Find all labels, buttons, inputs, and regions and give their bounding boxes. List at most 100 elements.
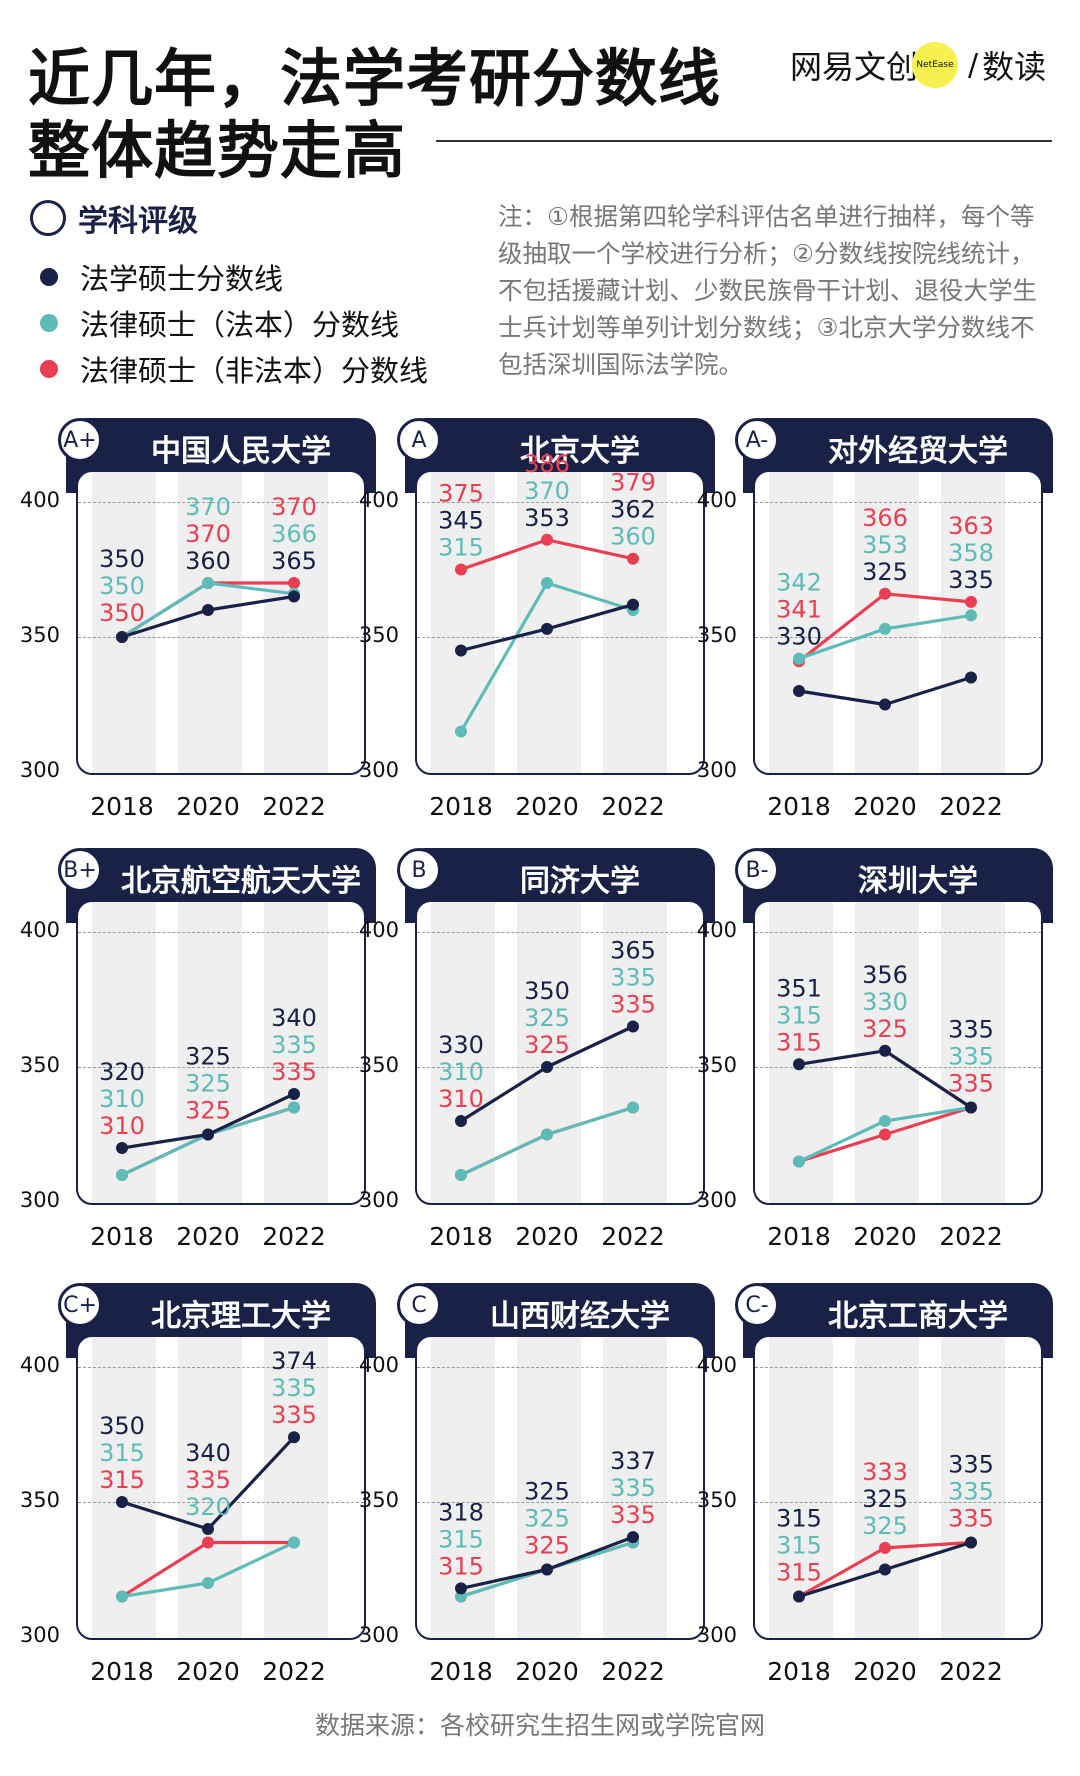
data-source: 数据来源：各校研究生招生网或学院官网 [314, 1711, 765, 1740]
grade-badge: C- [735, 1283, 779, 1327]
data-label: 325 [862, 1015, 908, 1043]
x-tick-label: 2018 [90, 1222, 154, 1251]
x-tick-label: 2022 [939, 792, 1003, 821]
y-tick-label: 400 [19, 1353, 60, 1377]
data-label: 315 [776, 1559, 822, 1587]
data-label: 379 [610, 469, 656, 497]
data-point [627, 552, 639, 565]
data-point [879, 1563, 891, 1576]
panel-title: 山西财经大学 [490, 1299, 670, 1334]
x-tick-label: 2022 [262, 792, 326, 821]
x-tick-label: 2022 [262, 1222, 326, 1251]
gridline [78, 1502, 364, 1503]
panel-title: 同济大学 [520, 864, 640, 899]
data-label: 330 [438, 1031, 484, 1059]
data-label: 325 [862, 1485, 908, 1513]
series-line [459, 581, 634, 733]
chart-panel: C+ 北京理工大学 350 315 315 340 335 320 374 335 335 [58, 1283, 376, 1643]
data-point [455, 725, 467, 738]
y-tick-label: 350 [696, 623, 737, 647]
data-label: 351 [776, 974, 822, 1002]
data-point [541, 622, 553, 635]
year-band [941, 1337, 1005, 1638]
plot-area [415, 900, 705, 1205]
y-tick-label: 350 [19, 1053, 60, 1077]
year-band [431, 472, 495, 773]
data-label: 350 [99, 599, 145, 627]
year-band [431, 902, 495, 1203]
data-label: 315 [776, 1505, 822, 1533]
panel-title: 深圳大学 [858, 864, 978, 899]
legend-dot-red [40, 360, 58, 378]
data-label: 335 [610, 1474, 656, 1502]
data-point [627, 1020, 639, 1033]
data-point [288, 1431, 300, 1444]
legend-item-jm-non-law-undergrad: 法律硕士（非法本）分数线 [40, 348, 428, 390]
data-label: 320 [99, 1058, 145, 1086]
legend-label: 法律硕士（法本）分数线 [80, 308, 400, 342]
gridline [417, 1502, 703, 1503]
gridline [417, 502, 703, 503]
legend-dot-navy [40, 268, 58, 286]
y-tick-label: 300 [19, 758, 60, 782]
data-point [116, 1169, 128, 1181]
data-label: 335 [948, 1478, 994, 1506]
data-point [879, 622, 891, 635]
x-tick-label: 2022 [939, 1657, 1003, 1686]
data-point [879, 1115, 891, 1127]
x-tick-label: 2018 [429, 1222, 493, 1251]
year-band [603, 1337, 667, 1638]
data-label: 315 [438, 1525, 484, 1553]
x-tick-label: 2018 [767, 1222, 831, 1251]
data-label: 310 [438, 1058, 484, 1086]
data-label: 335 [271, 1058, 317, 1086]
gridline [78, 1067, 364, 1068]
data-point [627, 598, 639, 611]
x-tick-label: 2018 [767, 792, 831, 821]
chart-panel: A+ 中国人民大学 350 350 350 370 370 360 370 366 365 [58, 418, 376, 778]
data-point [541, 1563, 553, 1576]
data-label: 330 [862, 988, 908, 1016]
data-point [879, 1541, 891, 1554]
data-label: 337 [610, 1447, 656, 1475]
gridline [78, 932, 364, 933]
legend-item-jm-law-undergrad: 法律硕士（法本）分数线 [40, 302, 399, 344]
x-tick-label: 2018 [429, 1657, 493, 1686]
y-tick-label: 400 [358, 488, 399, 512]
legend-item-law-master: 法学硕士分数线 [40, 256, 283, 298]
data-label: 310 [99, 1112, 145, 1140]
gridline [755, 502, 1041, 503]
data-label: 370 [185, 520, 231, 548]
data-point [793, 1590, 805, 1603]
data-point [965, 1536, 977, 1549]
data-point [965, 595, 977, 608]
data-label: 315 [99, 1466, 145, 1494]
data-label: 335 [271, 1401, 317, 1429]
data-point [541, 1061, 553, 1073]
data-point [793, 1058, 805, 1071]
y-tick-label: 400 [358, 1353, 399, 1377]
data-label: 325 [862, 558, 908, 586]
data-point [288, 1101, 300, 1114]
legend-label: 法学硕士分数线 [80, 262, 284, 296]
data-point [288, 1536, 300, 1549]
x-tick-label: 2018 [767, 1657, 831, 1686]
data-label: 335 [610, 991, 656, 1019]
data-label: 366 [862, 504, 908, 532]
data-label: 325 [185, 1070, 231, 1098]
gridline [78, 1367, 364, 1368]
gridline [755, 1502, 1041, 1503]
methodology-note: 注：①根据第四轮学科评估名单进行抽样，每个等级抽取一个学校进行分析；②分数线按院… [498, 202, 1037, 379]
data-label: 370 [185, 493, 231, 521]
data-label: 365 [610, 937, 656, 965]
data-label: 360 [610, 523, 656, 551]
x-tick-label: 2022 [262, 1657, 326, 1686]
data-label: 335 [948, 1451, 994, 1479]
data-point [541, 577, 553, 589]
data-point [455, 1169, 467, 1181]
y-tick-label: 300 [696, 1188, 737, 1212]
data-label: 350 [99, 545, 145, 573]
data-point [202, 1128, 214, 1141]
data-point [627, 1531, 639, 1544]
